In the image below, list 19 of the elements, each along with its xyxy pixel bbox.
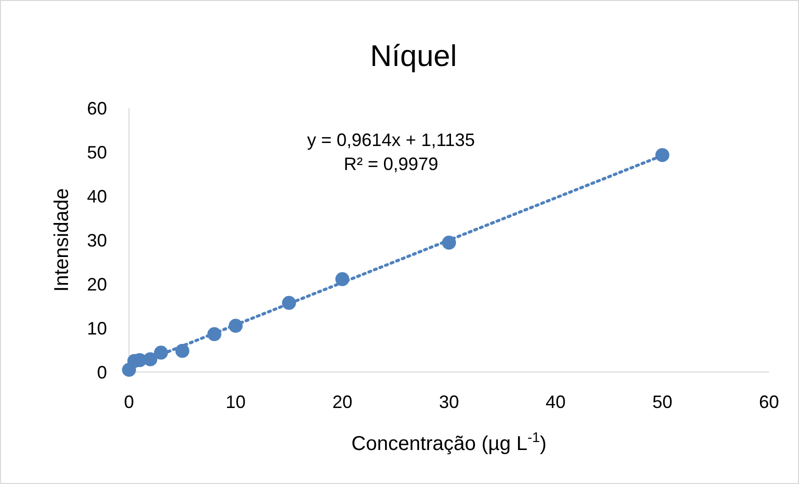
x-tick-label: 30	[438, 392, 460, 412]
y-tick-label: 50	[86, 142, 107, 162]
x-tick-label: 60	[758, 392, 780, 412]
y-tick-label: 20	[86, 274, 107, 294]
x-tick-label: 40	[546, 392, 566, 412]
y-tick-label: 60	[86, 98, 107, 118]
chart-title: Níquel	[370, 40, 457, 73]
y-tick-label: 30	[86, 230, 107, 250]
y-axis-title: Intensidade	[51, 188, 73, 292]
annotation: y = 0,9614x + 1,1135 R² = 0,9979	[307, 130, 475, 174]
x-tick-label: 50	[652, 392, 672, 412]
x-tick-label: 0	[124, 392, 134, 412]
point	[655, 148, 670, 162]
x-axis-title: Concentração (µg L$^{-1}$)	[351, 429, 547, 455]
y-tick-label: 0	[96, 362, 107, 382]
y-tick-label: 10	[86, 318, 107, 338]
x-tick-label: 20	[332, 392, 352, 412]
x-tick-label: 10	[226, 392, 246, 412]
y-tick-label: 40	[86, 186, 107, 206]
